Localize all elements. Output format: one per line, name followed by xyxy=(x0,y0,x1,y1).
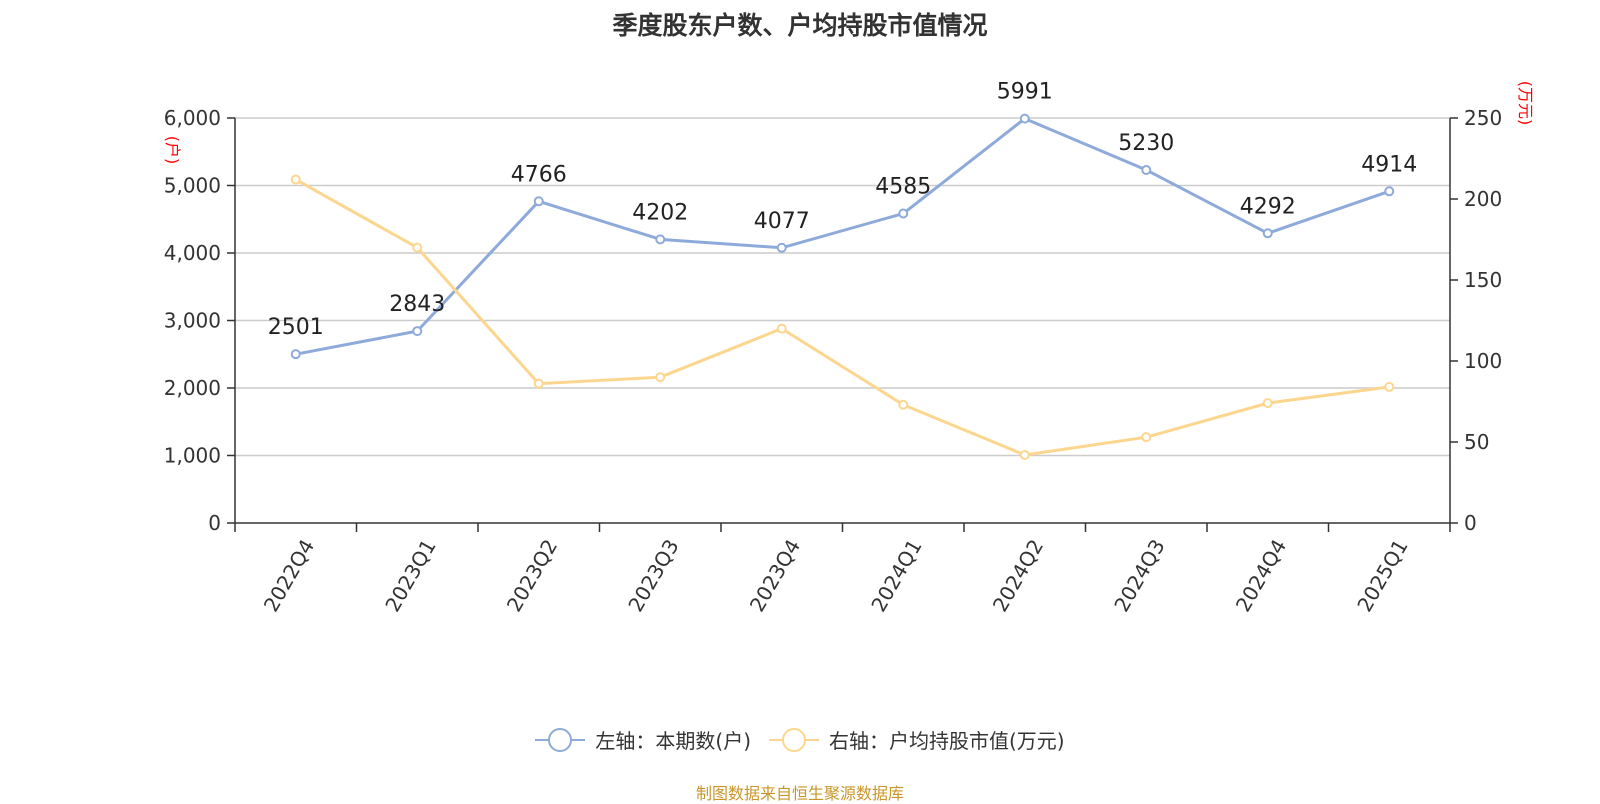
data-point xyxy=(1141,432,1152,443)
left-axis-tick-label: 6,000 xyxy=(164,106,221,130)
x-axis-tick-label: 2022Q4 xyxy=(259,535,319,616)
data-point xyxy=(1141,164,1152,175)
x-axis-tick-label: 2024Q4 xyxy=(1231,535,1291,616)
right-axis-tick-label: 100 xyxy=(1464,349,1502,373)
data-point xyxy=(655,372,666,383)
x-axis-tick-label: 2025Q1 xyxy=(1352,535,1412,616)
right-axis-tick-label: 200 xyxy=(1464,187,1502,211)
data-point xyxy=(1384,186,1395,197)
left-axis-tick-label: 4,000 xyxy=(164,241,221,265)
data-label: 4585 xyxy=(875,175,931,200)
series-line xyxy=(295,178,1390,457)
data-labels: 2501 2843 4766 4202 4077 4585 5991 5230 4292 4914 xyxy=(268,80,1418,341)
x-axis-tick-label: 2024Q1 xyxy=(866,535,926,616)
right-axis-tick-label: 150 xyxy=(1464,268,1502,292)
data-point xyxy=(290,174,301,185)
data-point xyxy=(412,242,423,253)
legend-label: 左轴：本期数(户) xyxy=(595,729,751,753)
data-label: 5230 xyxy=(1118,131,1174,156)
left-axis-tick-label: 3,000 xyxy=(164,309,221,333)
data-source-note: 制图数据来自恒生聚源数据库 xyxy=(695,784,904,803)
data-point xyxy=(1262,398,1273,409)
legend-line-circle-icon xyxy=(769,727,819,753)
axes: 0 1,000 2,000 3,000 4,000 5,000 6,000 0 50 100 150… xyxy=(163,81,1535,616)
right-axis-tick-label: 250 xyxy=(1464,106,1502,130)
data-point xyxy=(655,234,666,245)
data-point xyxy=(290,349,301,360)
grid-lines xyxy=(235,117,1450,457)
x-axis-tick-label: 2024Q3 xyxy=(1109,535,1169,616)
x-axis-tick-label: 2024Q2 xyxy=(988,535,1048,616)
right-axis-tick-label: 0 xyxy=(1464,511,1477,535)
data-point xyxy=(1384,381,1395,392)
legend-line-circle-icon xyxy=(535,727,586,753)
series-layer xyxy=(290,113,1395,460)
right-axis-unit: (万元) xyxy=(1516,81,1535,126)
left-axis-tick-label: 2,000 xyxy=(164,376,221,400)
data-label: 2501 xyxy=(268,315,324,340)
right-axis-tick-label: 50 xyxy=(1464,430,1489,454)
data-point xyxy=(533,378,544,389)
left-axis-tick-label: 1,000 xyxy=(164,444,221,468)
data-label: 4766 xyxy=(511,162,567,187)
data-label: 5991 xyxy=(997,80,1053,105)
data-label: 4202 xyxy=(632,200,688,225)
data-point xyxy=(1019,113,1030,124)
data-label: 4292 xyxy=(1240,194,1296,219)
chart-title: 季度股东户数、户均持股市值情况 xyxy=(612,11,988,40)
data-label: 2843 xyxy=(389,292,445,317)
x-axis-tick-label: 2023Q1 xyxy=(380,535,440,616)
data-label: 4914 xyxy=(1361,152,1417,177)
x-axis-tick-label: 2023Q2 xyxy=(502,535,562,616)
x-axis-tick-label: 2023Q4 xyxy=(745,535,805,616)
left-axis-tick-label: 5,000 xyxy=(164,174,221,198)
x-axis-tick-label: 2023Q3 xyxy=(623,535,683,616)
data-point xyxy=(776,323,787,334)
left-axis-tick-label: 0 xyxy=(208,511,221,535)
data-point xyxy=(533,196,544,207)
data-point xyxy=(1262,228,1273,239)
data-point xyxy=(1019,449,1030,460)
legend-item-right-series[interactable]: 右轴：户均持股市值(万元) xyxy=(769,725,1065,754)
data-point xyxy=(898,399,909,410)
data-point xyxy=(898,208,909,219)
left-axis-unit: (户) xyxy=(163,136,182,165)
legend-label: 右轴：户均持股市值(万元) xyxy=(829,729,1065,753)
data-point xyxy=(776,242,787,253)
legend: 左轴：本期数(户) 右轴：户均持股市值(万元) xyxy=(0,725,1600,754)
data-point xyxy=(412,326,423,337)
legend-item-left-series[interactable]: 左轴：本期数(户) xyxy=(535,725,751,754)
data-label: 4077 xyxy=(754,209,810,234)
series-line xyxy=(295,117,1390,356)
